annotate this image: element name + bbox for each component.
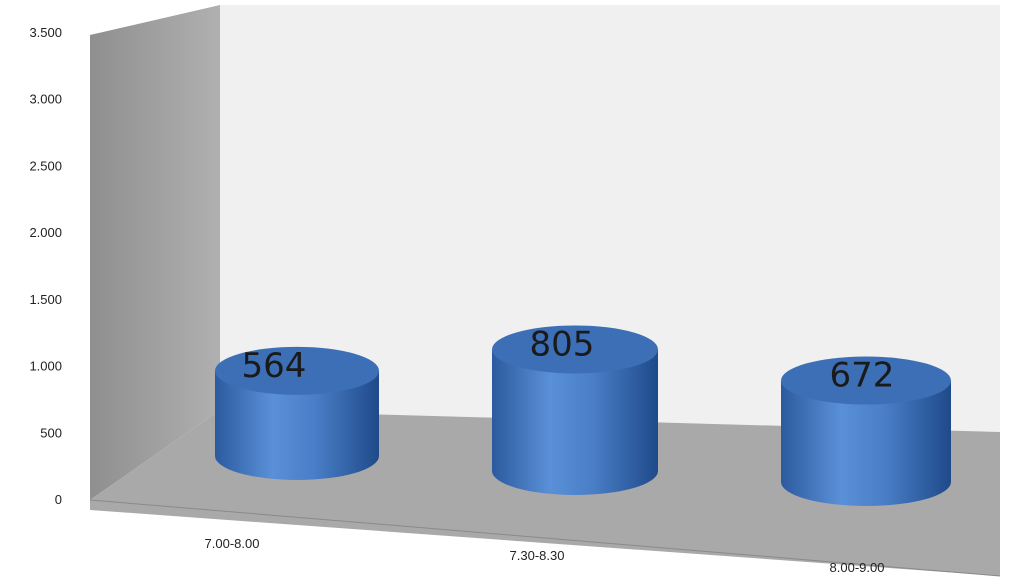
bar-7.00-8.00 (215, 346, 379, 480)
data-labels: 564 805 672 (242, 324, 895, 395)
y-tick-label: 2.000 (29, 225, 62, 240)
data-label: 672 (830, 356, 895, 396)
y-tick-label: 1.500 (29, 292, 62, 307)
bar-8.00-9.00 (781, 356, 951, 506)
chart-floor-edge (89, 499, 1001, 577)
x-tick-label: 7.00-8.00 (205, 536, 260, 551)
bar-top (492, 325, 658, 374)
data-label: 564 (242, 346, 307, 386)
bar-top (215, 346, 379, 395)
x-tick-label: 7.30-8.30 (510, 548, 565, 563)
y-tick-label: 3.000 (29, 92, 62, 107)
data-label: 805 (530, 324, 595, 364)
y-axis-ticks: 0 500 1.000 1.500 2.000 2.500 3.000 3.500 (29, 25, 62, 507)
y-tick-label: 3.500 (29, 25, 62, 40)
chart-bars (215, 325, 951, 506)
bar-7.30-8.30 (492, 325, 658, 495)
y-tick-label: 1.000 (29, 359, 62, 374)
bar-top (781, 356, 951, 405)
chart-side-wall (90, 5, 220, 500)
y-tick-label: 0 (55, 492, 62, 507)
y-tick-label: 2.500 (29, 158, 62, 173)
x-axis-ticks: 7.00-8.00 7.30-8.30 8.00-9.00 (205, 536, 885, 575)
chart-back-wall (220, 5, 1000, 432)
bar-body (492, 349, 658, 495)
x-tick-label: 8.00-9.00 (830, 560, 885, 575)
bar-body (215, 370, 379, 480)
y-tick-label: 500 (40, 425, 62, 440)
bar-body (781, 380, 951, 506)
